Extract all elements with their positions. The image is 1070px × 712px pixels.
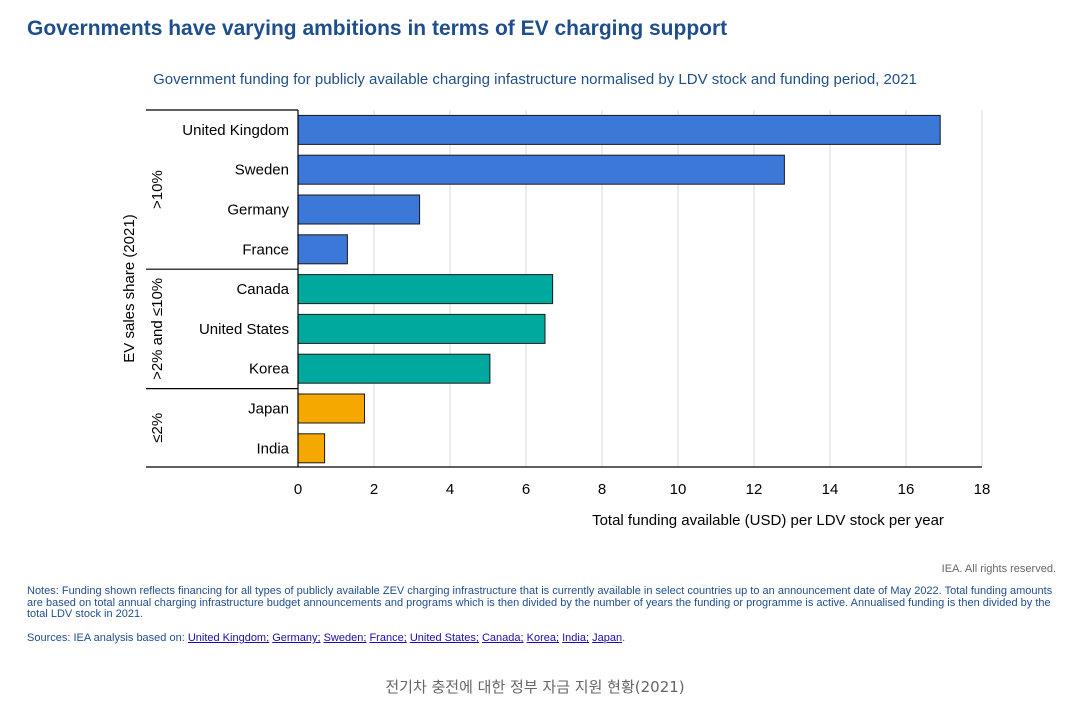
source-link-germany[interactable]: Germany; — [272, 632, 321, 644]
x-tick-label: 8 — [598, 481, 606, 498]
group-label-0: >10% — [149, 170, 166, 209]
group-label-2: ≤2% — [149, 413, 166, 443]
x-tick-label: 4 — [446, 481, 454, 498]
source-link-japan[interactable]: Japan — [592, 632, 623, 644]
bar-canada — [297, 274, 554, 305]
x-tick-label: 16 — [898, 481, 915, 498]
category-label-korea: Korea — [249, 361, 290, 378]
x-tick-label: 0 — [294, 481, 302, 498]
bar-france — [297, 234, 348, 265]
category-label-germany: Germany — [227, 202, 289, 219]
x-tick-label: 18 — [974, 481, 991, 498]
x-tick-label: 2 — [370, 481, 378, 498]
sources-prefix: Sources: IEA analysis based on: — [27, 632, 188, 644]
category-label-united-kingdom: United Kingdom — [182, 122, 289, 139]
category-label-canada: Canada — [236, 281, 289, 298]
source-link-sweden[interactable]: Sweden; — [323, 632, 367, 644]
category-label-sweden: Sweden — [235, 162, 289, 179]
bar-united-kingdom — [297, 114, 941, 145]
x-tick-label: 6 — [522, 481, 530, 498]
source-link-united-states[interactable]: United States; — [409, 632, 479, 644]
bar-united-states — [297, 313, 546, 344]
image-caption: 전기차 충전에 대한 정부 자금 지원 현황(2021) — [385, 678, 685, 696]
x-tick-label: 14 — [822, 481, 839, 498]
source-link-india[interactable]: India; — [562, 632, 590, 644]
category-label-india: India — [256, 440, 289, 457]
chart-notes: Notes: Funding shown reflects financing … — [27, 585, 1053, 620]
chart-title: Government funding for publicly availabl… — [153, 71, 917, 88]
bar-germany — [297, 194, 421, 225]
source-link-france[interactable]: France; — [369, 632, 407, 644]
x-axis-title: Total funding available (USD) per LDV st… — [592, 512, 944, 529]
bar-india — [297, 433, 326, 464]
source-link-canada[interactable]: Canada; — [481, 632, 524, 644]
page-title: Governments have varying ambitions in te… — [27, 17, 728, 40]
x-tick-label: 12 — [746, 481, 763, 498]
source-link-korea[interactable]: Korea; — [526, 632, 560, 644]
category-label-france: France — [242, 241, 289, 258]
bar-korea — [297, 353, 491, 384]
bar-sweden — [297, 154, 785, 185]
category-label-japan: Japan — [248, 401, 289, 418]
y-axis-title: EV sales share (2021) — [121, 214, 138, 362]
source-link-united-kingdom[interactable]: United Kingdom; — [187, 632, 270, 644]
bar-japan — [297, 393, 365, 424]
chart-sources: Sources: IEA analysis based on: United K… — [27, 632, 1057, 644]
copyright-notice: IEA. All rights reserved. — [941, 563, 1056, 575]
x-tick-label: 10 — [670, 481, 687, 498]
bar-chart: United Kingdom Sweden Germany France Canada U… — [121, 109, 991, 529]
sources-suffix: . — [622, 632, 626, 644]
group-label-1: >2% and ≤10% — [149, 278, 166, 380]
category-label-united-states: United States — [199, 321, 289, 338]
